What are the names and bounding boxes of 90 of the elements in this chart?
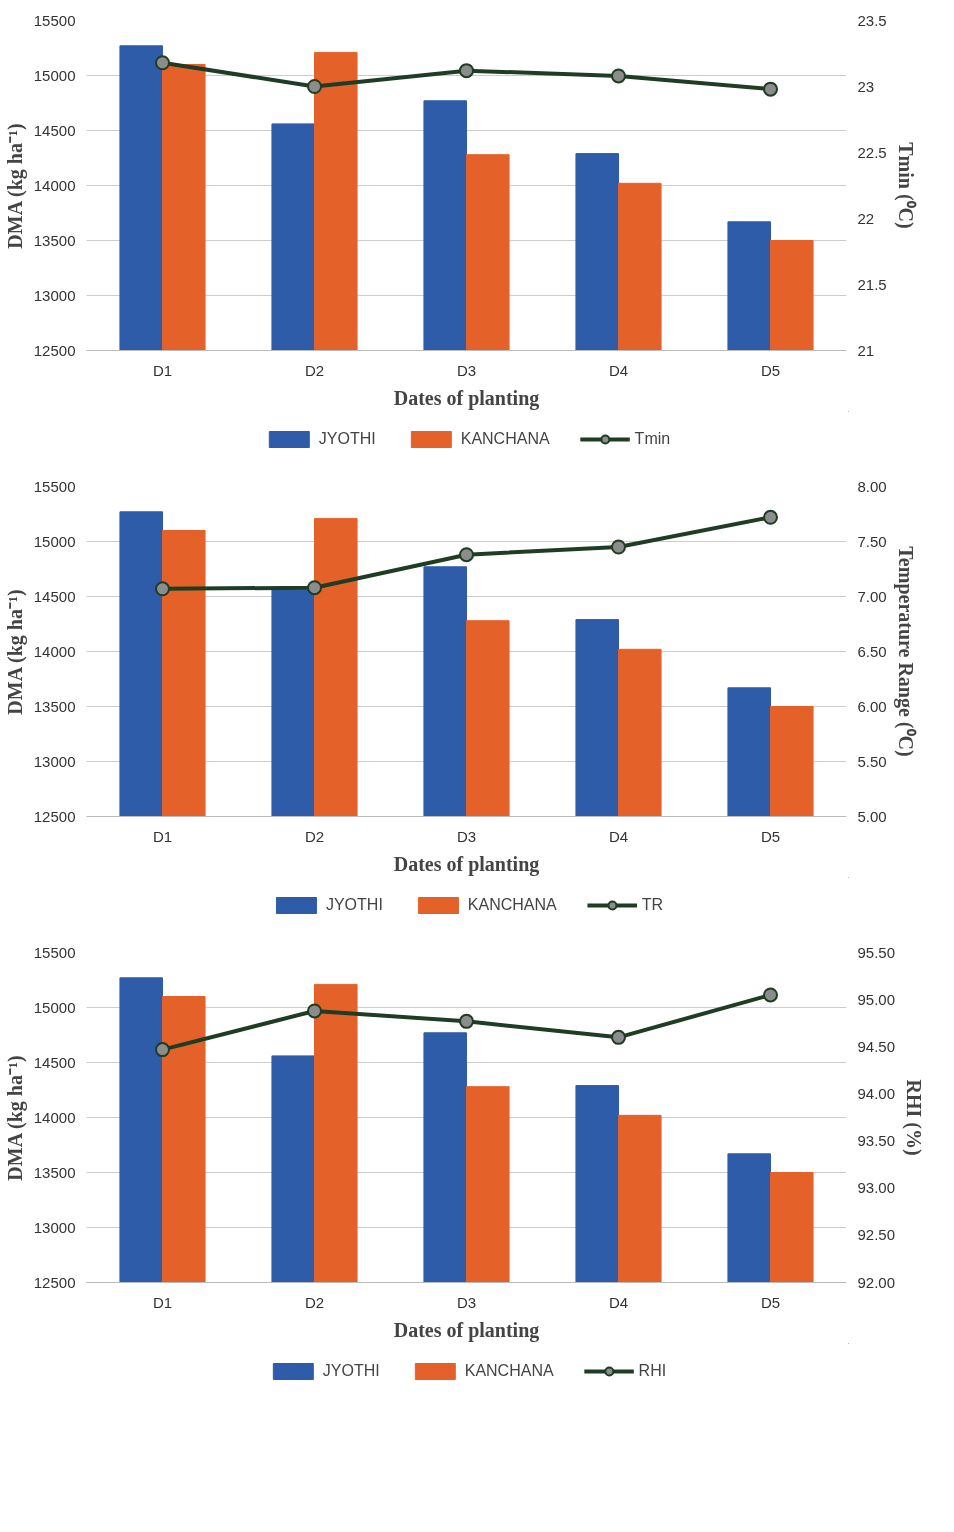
y-tick-label: 13500	[33, 1163, 76, 1181]
y-tick-label: 12500	[33, 807, 76, 825]
y2-tick-label: 95.00	[857, 990, 896, 1008]
x-tick-label: D5	[760, 1293, 781, 1311]
y2-tick-label: 94.50	[857, 1037, 896, 1055]
legend-label: RHI	[638, 1361, 667, 1380]
y2-tick-label: 92.50	[857, 1226, 896, 1244]
x-tick-label: D1	[152, 827, 173, 845]
point	[763, 987, 778, 1003]
y-tick-label: 15500	[33, 11, 76, 29]
y-tick-label: 14000	[33, 176, 76, 194]
legend-label: JYOTHI	[325, 895, 383, 914]
y2-tick-label: 93.00	[857, 1179, 896, 1197]
x-tick-label: D2	[304, 827, 325, 845]
y-tick-label: 12500	[33, 341, 76, 359]
y2-tick-label: 22	[857, 209, 875, 227]
y-tick-label: 15000	[33, 532, 76, 550]
x-tick-label: D4	[608, 827, 629, 845]
point	[459, 63, 474, 79]
legend-label: JYOTHI	[318, 429, 376, 448]
legend-label: KANCHANA	[464, 1361, 554, 1380]
y-axis-title: DMA (kg ha⁻¹)	[3, 123, 27, 249]
y2-tick-label: 8.00	[857, 477, 887, 495]
y-tick-label: 13500	[33, 697, 76, 715]
point	[307, 580, 322, 596]
point	[459, 547, 474, 563]
y-tick-label: 13000	[33, 752, 76, 770]
x-tick-label: D4	[608, 1293, 629, 1311]
x-tick-label: D5	[760, 361, 781, 379]
y2-tick-label: 5.00	[857, 807, 887, 825]
point	[155, 581, 170, 597]
y-tick-label: 15000	[33, 66, 76, 84]
y-axis-title: DMA (kg ha⁻¹)	[3, 1055, 27, 1181]
point	[155, 1042, 170, 1058]
point	[307, 1003, 322, 1019]
point	[763, 81, 778, 97]
legend-label: JYOTHI	[322, 1361, 380, 1380]
y2-tick-label: 21	[857, 341, 875, 359]
y2-tick-label: 94.00	[857, 1084, 896, 1102]
y2-axis-title: Tmin (⁰C)	[893, 142, 917, 229]
point	[611, 1029, 626, 1045]
y2-tick-label: 7.50	[857, 532, 887, 550]
legend-label: KANCHANA	[460, 429, 550, 448]
y2-tick-label: 23	[857, 77, 875, 95]
y2-tick-label: 6.50	[857, 642, 887, 660]
point	[611, 539, 626, 555]
y2-tick-label: 95.50	[857, 943, 896, 961]
x-axis-title: Dates of planting	[393, 852, 540, 876]
legend-label: Tmin	[634, 429, 671, 448]
y-tick-label: 14500	[33, 1053, 76, 1071]
x-tick-label: D5	[760, 827, 781, 845]
x-tick-label: D1	[152, 361, 173, 379]
y2-tick-label: 93.50	[857, 1132, 896, 1150]
point	[307, 79, 322, 94]
legend-label: TR	[641, 895, 664, 914]
y-tick-label: 14000	[33, 1108, 76, 1126]
y-tick-label: 12500	[33, 1273, 76, 1291]
y2-tick-label: 21.5	[857, 275, 887, 293]
point	[459, 1013, 474, 1029]
y-tick-label: 13500	[33, 231, 76, 249]
x-tick-label: D2	[304, 361, 325, 379]
legend-label: KANCHANA	[467, 895, 557, 914]
y-axis-title: DMA (kg ha⁻¹)	[3, 589, 27, 715]
y-tick-label: 14500	[33, 121, 76, 139]
y2-axis-title: Temperature Range (⁰C)	[893, 546, 917, 757]
y2-tick-label: 23.5	[857, 11, 887, 29]
y2-tick-label: 22.5	[857, 143, 887, 161]
x-tick-label: D3	[456, 361, 477, 379]
y-tick-label: 14500	[33, 587, 76, 605]
x-tick-label: D4	[608, 361, 629, 379]
x-axis-title: Dates of planting	[393, 386, 540, 410]
y2-axis-title: RHI (%)	[902, 1079, 926, 1156]
y2-tick-label: 5.50	[857, 752, 887, 770]
point	[611, 68, 626, 84]
y-tick-label: 14000	[33, 642, 76, 660]
y2-tick-label: 6.00	[857, 697, 887, 715]
x-tick-label: D2	[304, 1293, 325, 1311]
y-tick-label: 15500	[33, 943, 76, 961]
x-tick-label: D1	[152, 1293, 173, 1311]
y-tick-label: 13000	[33, 1218, 76, 1236]
x-tick-label: D3	[456, 1293, 477, 1311]
y-tick-label: 13000	[33, 286, 76, 304]
x-axis-title: Dates of planting	[393, 1318, 540, 1342]
y2-tick-label: 7.00	[857, 587, 887, 605]
point	[763, 509, 778, 525]
y2-tick-label: 92.00	[857, 1273, 896, 1291]
point	[155, 55, 170, 71]
y-tick-label: 15500	[33, 477, 76, 495]
x-tick-label: D3	[456, 827, 477, 845]
y-tick-label: 15000	[33, 998, 76, 1016]
